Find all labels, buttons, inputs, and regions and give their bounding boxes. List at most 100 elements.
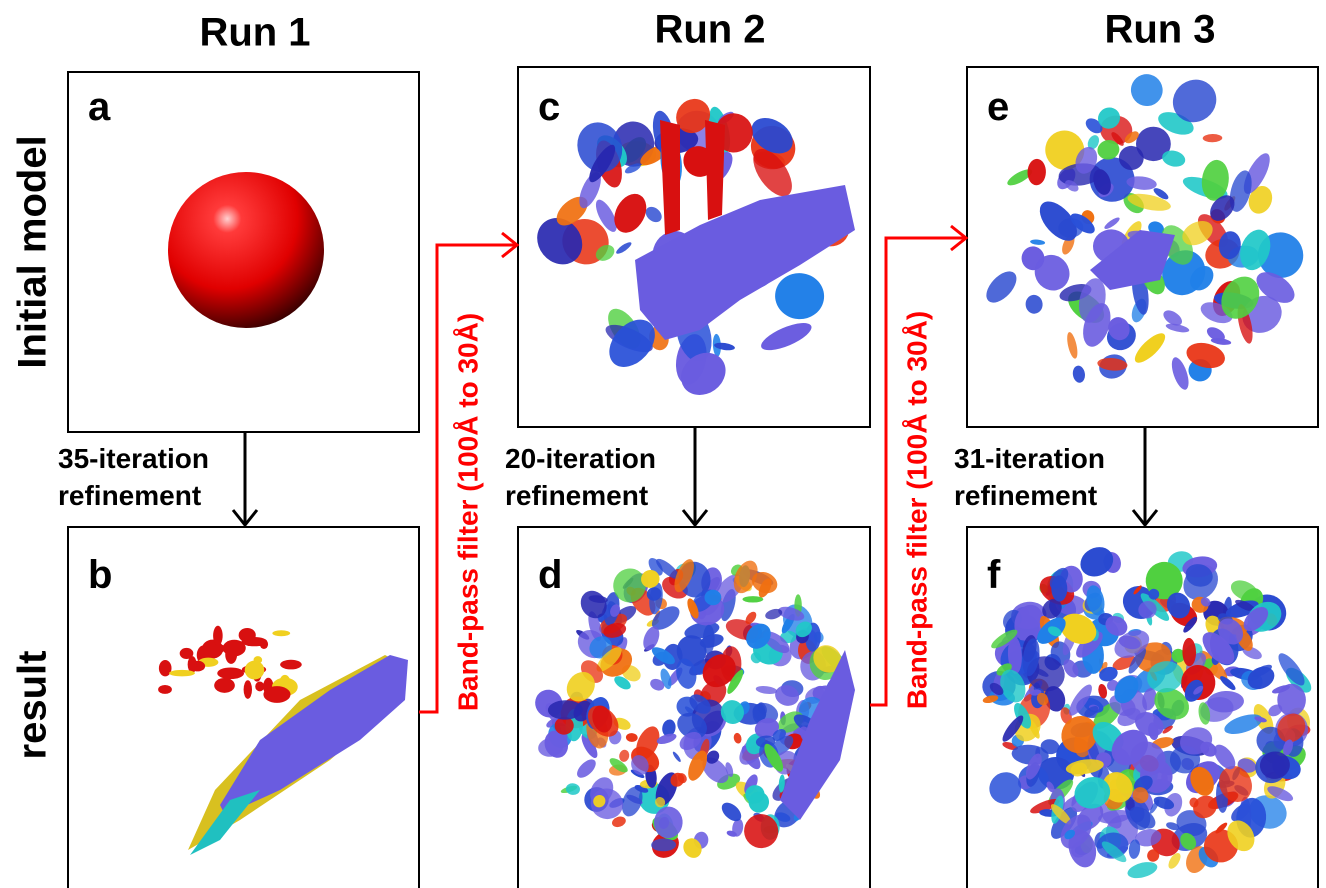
density-blob xyxy=(1097,107,1121,129)
density-blob xyxy=(1138,600,1157,619)
density-blob xyxy=(1268,704,1283,717)
density-blob xyxy=(592,705,613,733)
density-blob xyxy=(1182,220,1213,246)
arrow xyxy=(1131,427,1159,528)
density-blob xyxy=(609,319,655,367)
density-blob xyxy=(1277,683,1306,717)
density-blob xyxy=(1014,703,1031,729)
filter-label: Band-pass filter (100Å to 30Å) xyxy=(901,311,932,709)
density-blob xyxy=(689,694,711,714)
density-blob xyxy=(751,571,778,594)
density-blob xyxy=(1104,217,1120,229)
density-blob xyxy=(1045,130,1085,170)
density-blob xyxy=(813,645,842,673)
density-blob xyxy=(755,686,778,694)
density-blob xyxy=(1278,653,1305,686)
density-blob xyxy=(1182,637,1197,667)
density-blob xyxy=(643,626,660,651)
density-blob xyxy=(1202,632,1235,665)
density-blob xyxy=(1254,716,1267,723)
density-blob xyxy=(611,816,626,828)
refinement-label: 31-iteration xyxy=(954,443,1105,474)
density-blob xyxy=(1180,832,1197,850)
density-blob xyxy=(1198,702,1211,725)
density-blob xyxy=(588,611,602,642)
density-blob xyxy=(1256,272,1295,303)
density-blob xyxy=(1098,810,1132,824)
filter-arrows xyxy=(419,224,969,714)
density-blob xyxy=(214,677,235,693)
density-blob xyxy=(1118,635,1141,650)
density-blob xyxy=(1133,585,1142,595)
density-blob xyxy=(1153,188,1169,200)
density-blob xyxy=(746,623,771,649)
arrow xyxy=(419,231,520,714)
density-blob xyxy=(1078,278,1106,323)
density-blob xyxy=(764,743,784,772)
density-blob xyxy=(1105,615,1128,636)
density-blob xyxy=(1084,706,1099,717)
density-blob xyxy=(1064,829,1076,840)
density-blob xyxy=(1259,751,1290,779)
density-blob xyxy=(660,120,725,235)
arrow xyxy=(231,432,259,528)
density-blob xyxy=(1202,133,1223,143)
density-blob xyxy=(1050,807,1078,839)
density-blob xyxy=(1277,713,1306,743)
density-blob xyxy=(634,785,649,793)
density-blob xyxy=(778,606,805,621)
density-blob xyxy=(1014,604,1044,643)
density-blob xyxy=(1086,585,1105,616)
density-blob xyxy=(1042,599,1062,619)
density-blob xyxy=(621,786,643,817)
density-blob xyxy=(169,669,195,677)
density-maps xyxy=(158,74,1312,879)
density-blob xyxy=(646,587,662,601)
density-blob xyxy=(1221,276,1260,319)
density-blob xyxy=(581,733,598,759)
density-blob xyxy=(674,559,694,593)
panel-label: a xyxy=(88,85,111,129)
density-blob xyxy=(745,611,757,625)
density-blob xyxy=(565,783,580,795)
density-blob xyxy=(1027,158,1046,186)
density-blob xyxy=(1063,659,1079,678)
density-blob xyxy=(190,790,260,855)
density-blob xyxy=(1218,231,1241,260)
density-blob xyxy=(614,676,631,690)
density-blob xyxy=(702,654,736,688)
density-blob xyxy=(702,624,715,655)
density-blob xyxy=(706,750,720,764)
density-blob xyxy=(780,650,855,820)
density-blob xyxy=(982,695,999,704)
density-blob xyxy=(243,680,253,699)
density-blob xyxy=(624,163,641,174)
density-blob xyxy=(1007,636,1022,674)
density-blob xyxy=(989,682,1004,696)
density-blob xyxy=(213,625,223,646)
density-blob xyxy=(1126,176,1157,190)
density-blob xyxy=(225,645,238,664)
density-blob xyxy=(1199,650,1228,681)
density-blob xyxy=(1168,853,1181,869)
density-blob xyxy=(727,669,744,694)
density-blob xyxy=(577,759,596,778)
density-blob xyxy=(775,273,825,320)
density-blob xyxy=(1098,684,1108,699)
density-blob xyxy=(1075,146,1098,174)
density-blob xyxy=(772,728,786,742)
density-blob xyxy=(744,814,779,849)
density-blob xyxy=(1130,74,1163,107)
density-blob xyxy=(1153,796,1175,810)
arrow xyxy=(681,427,709,528)
density-blob xyxy=(765,608,783,620)
density-blob xyxy=(1087,135,1100,150)
density-blob xyxy=(1180,727,1213,755)
density-blob xyxy=(656,733,677,744)
density-blob xyxy=(1097,357,1128,371)
density-blob xyxy=(1065,180,1079,192)
refinement-label: refinement xyxy=(505,480,648,511)
density-blob xyxy=(1090,230,1175,290)
density-blob xyxy=(733,560,758,594)
density-blob xyxy=(1039,201,1077,241)
